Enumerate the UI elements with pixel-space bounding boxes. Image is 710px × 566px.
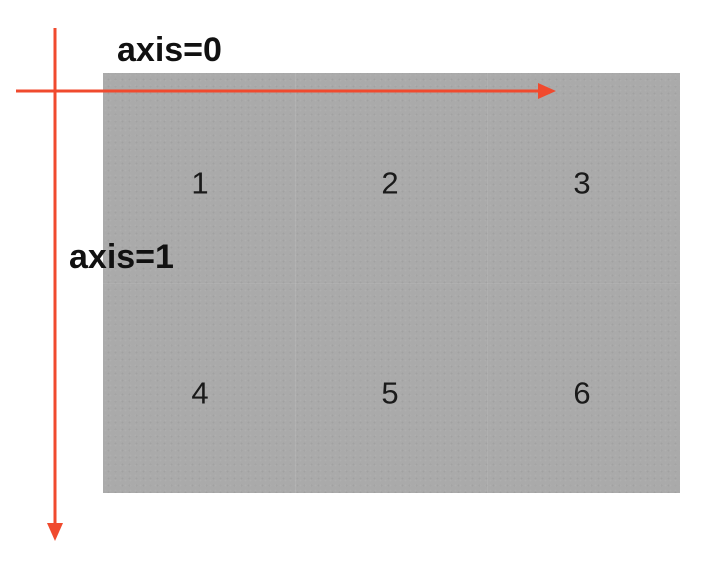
axis-0-arrowhead-icon (538, 83, 556, 99)
cell-r1-c0: 4 (191, 375, 209, 411)
axis-1-label: axis=1 (69, 238, 174, 276)
column-divider (295, 73, 296, 493)
row-divider (103, 283, 680, 284)
cell-r0-c1: 2 (381, 165, 399, 201)
axis-1-arrowhead-icon (47, 523, 63, 541)
array-grid (103, 73, 680, 493)
cell-r0-c2: 3 (573, 165, 591, 201)
cell-r1-c2: 6 (573, 375, 591, 411)
column-divider (487, 73, 488, 493)
cell-r0-c0: 1 (191, 165, 209, 201)
cell-r1-c1: 5 (381, 375, 399, 411)
axis-0-label: axis=0 (117, 31, 222, 69)
